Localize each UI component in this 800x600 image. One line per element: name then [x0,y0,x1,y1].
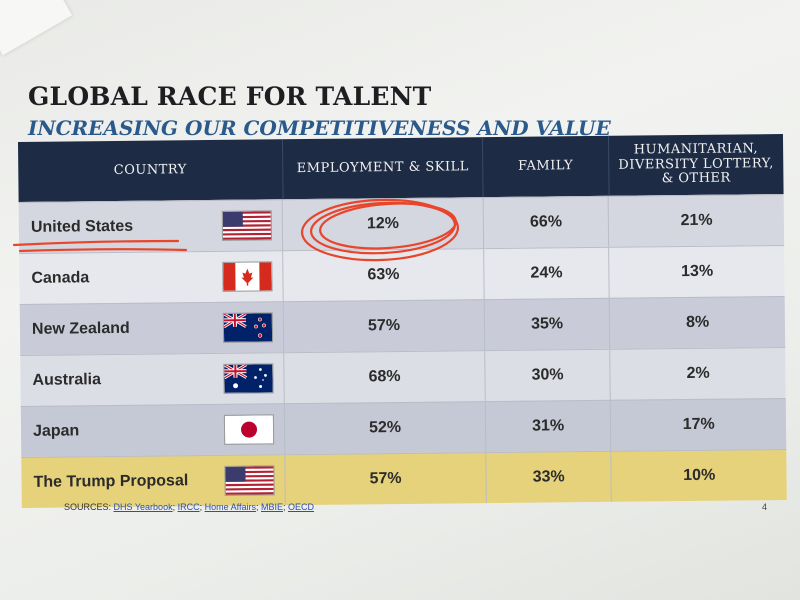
country-name: New Zealand [31,319,130,338]
country-cell: United States [18,200,284,253]
country-cell: Australia [20,353,286,406]
table-row: New Zealand 57% 35% 8% [19,295,786,355]
page-title: GLOBAL RACE FOR TALENT [28,82,432,111]
employment-cell: 68% [284,351,486,404]
source-link-home-affairs[interactable]: Home Affairs [204,502,256,512]
source-link-ircc[interactable]: IRCC [177,502,200,512]
country-name: United States [30,217,134,236]
humanitarian-cell: 17% [682,415,715,434]
family-cell: 24% [483,247,611,300]
employment-cell: 52% [285,402,487,455]
humanitarian-cell: 13% [681,262,714,281]
family-cell: 35% [484,298,611,351]
humanitarian-cell: 10% [683,466,716,485]
employment-cell: 57% [284,300,486,353]
country-cell: Canada [19,251,285,304]
country-cell: New Zealand [19,302,285,355]
humanitarian-cell: 8% [685,313,710,332]
employment-cell: 57% [285,453,487,506]
header-employment: EMPLOYMENT & SKILL [282,137,484,200]
canada-flag-icon [222,261,273,292]
humanitarian-cell: 2% [686,364,710,383]
us-flag-icon [224,465,276,496]
sources-label: SOURCES: [64,502,112,512]
table-row: United States 12% 66% 21% [18,193,785,253]
family-cell: 30% [485,349,612,402]
family-cell: 66% [483,196,610,249]
header-humanitarian: HUMANITARIAN, DIVERSITY LOTTERY, & OTHER [618,140,774,187]
country-cell: Japan [20,404,286,457]
family-cell: 33% [486,451,613,504]
source-link-oecd[interactable]: OECD [288,502,315,512]
humanitarian-cell: 21% [680,211,713,230]
australia-flag-icon [223,363,274,394]
japan-flag-icon [224,414,275,445]
source-link-mbie[interactable]: MBIE [260,502,283,512]
sources-line: SOURCES: DHS Yearbook; IRCC; Home Affair… [64,502,315,512]
immigration-table: COUNTRY EMPLOYMENT & SKILL FAMILY HUMANI… [18,133,787,508]
table-row: Australia 68% 30% 2% [20,346,786,406]
table-header-row: COUNTRY EMPLOYMENT & SKILL FAMILY HUMANI… [18,133,784,202]
country-cell: The Trump Proposal [21,455,287,508]
table-row: Japan 52% 31% 17% [20,397,787,457]
family-cell: 31% [485,400,612,453]
country-name: The Trump Proposal [33,472,189,491]
country-name: Japan [32,422,80,440]
us-flag-icon [222,210,273,241]
employment-cell: 63% [283,249,485,302]
new-zealand-flag-icon [223,312,274,343]
source-link-dhs[interactable]: DHS Yearbook [113,502,173,512]
country-name: Australia [32,371,102,389]
table-row: Canada 63% 24% 13% [19,244,785,304]
header-country: COUNTRY [18,139,284,202]
country-name: Canada [31,269,90,287]
header-family: FAMILY [483,135,610,198]
paper-corner [0,0,73,56]
page-number: 4 [762,502,768,512]
table-row-highlighted: The Trump Proposal 57% 33% 10% [21,448,787,508]
employment-cell: 12% [282,198,484,251]
